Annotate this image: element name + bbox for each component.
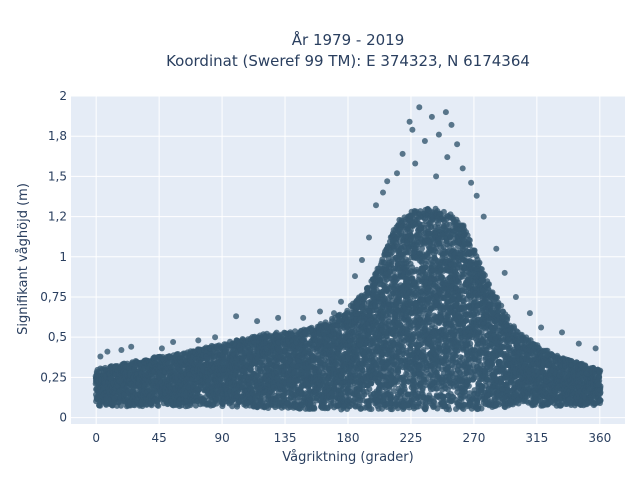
data-point (401, 386, 408, 393)
data-point (118, 402, 124, 409)
data-point (395, 368, 402, 375)
data-point (155, 402, 162, 409)
data-point (366, 386, 373, 393)
data-point (311, 405, 318, 412)
data-points (92, 205, 604, 413)
data-point (368, 406, 375, 413)
